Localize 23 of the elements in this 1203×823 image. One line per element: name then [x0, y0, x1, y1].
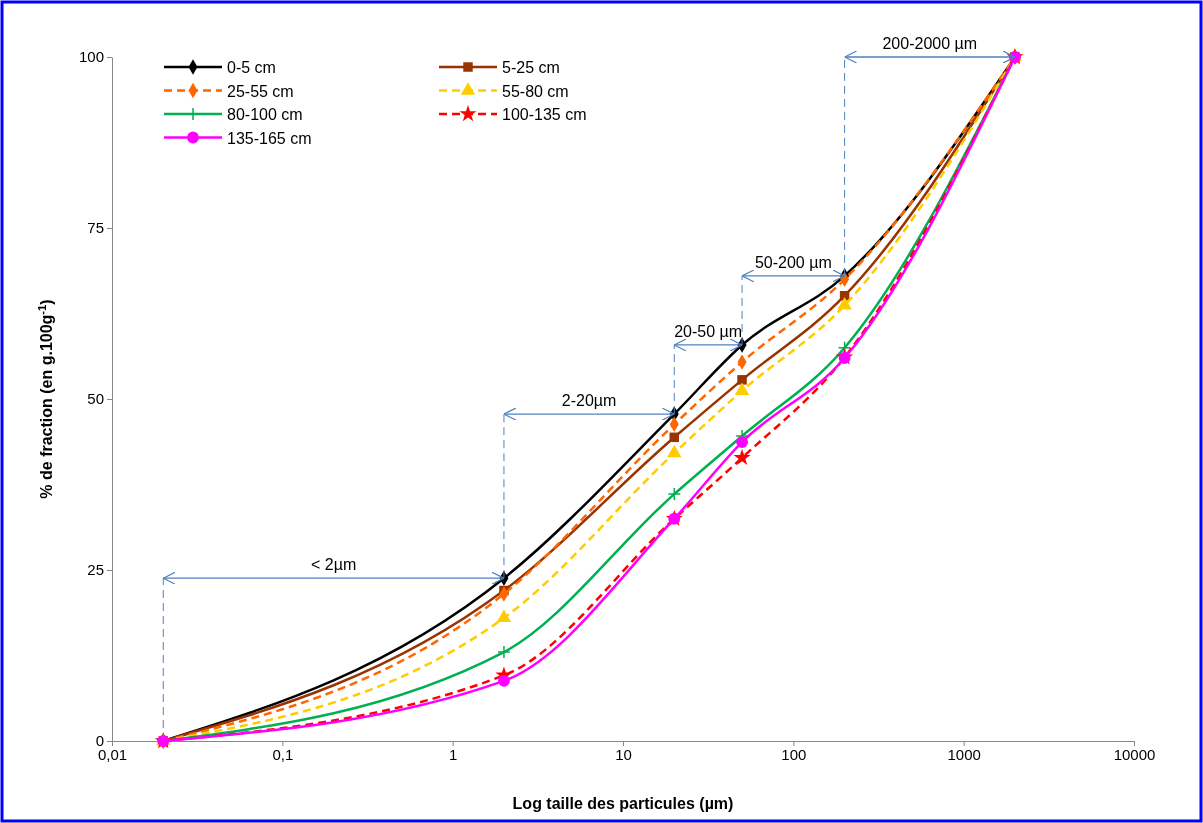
legend-label: 5-25 cm	[502, 59, 560, 76]
legend-label: 25-55 cm	[227, 82, 294, 100]
annotation: 2-20µm	[561, 392, 617, 410]
legend-label: 135-165 cm	[227, 129, 312, 147]
annotation: 50-200 µm	[754, 253, 832, 271]
text: 200-2000 µm	[882, 35, 978, 52]
x-tick-label: 1	[448, 745, 458, 763]
legend-label: 55-80 cm	[502, 82, 569, 100]
x-tick-label: 10000	[1113, 745, 1156, 763]
x-tick-label: 0,1	[272, 745, 294, 763]
legend-label: 80-100 cm	[227, 106, 303, 123]
legend-label: 0-5 cm	[227, 59, 276, 76]
y-tick-label: 100	[78, 48, 104, 66]
y-tick-label: 50	[87, 390, 104, 408]
y-tick-label: 25	[87, 561, 104, 579]
legend-label: 100-135 cm	[502, 106, 587, 123]
x-tick-label: 10	[615, 745, 632, 763]
x-tick-label: 100	[781, 745, 807, 763]
y-tick-label: 75	[87, 219, 104, 237]
x-axis-title: Log taille des particules (µm)	[512, 795, 734, 812]
annotation: 20-50 µm	[674, 322, 743, 340]
x-tick-label: 1000	[947, 745, 981, 763]
annotation: < 2µm	[310, 556, 357, 574]
